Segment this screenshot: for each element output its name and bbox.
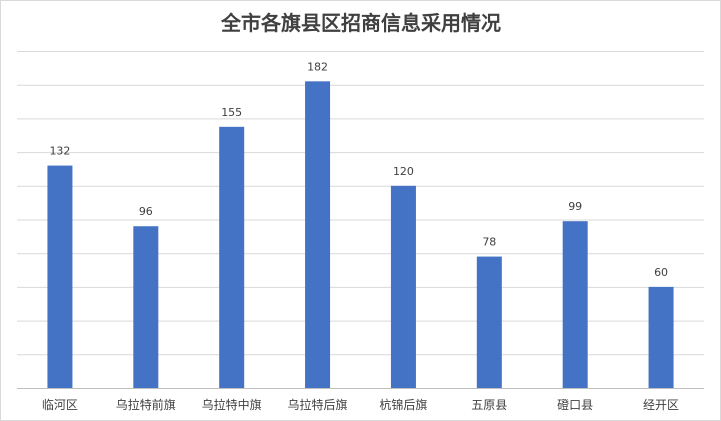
- bar: [390, 185, 416, 388]
- category-label: 乌拉特中旗: [202, 397, 262, 412]
- category-label: 磴口县: [557, 398, 593, 412]
- data-label: 155: [221, 106, 242, 119]
- category-labels: 临河区 乌拉特前旗 乌拉特中旗 乌拉特后旗 杭锦后旗 五原县 磴口县 经开区: [42, 397, 679, 412]
- bar: [47, 165, 73, 388]
- data-labels: 132 96 155 182 120 78 99 60: [49, 60, 668, 279]
- chart-title: 全市各旗县区招商信息采用情况: [220, 11, 501, 35]
- data-label: 182: [307, 60, 328, 73]
- bar: [133, 226, 159, 388]
- data-label: 78: [482, 236, 496, 249]
- category-label: 乌拉特前旗: [116, 397, 176, 412]
- category-label: 经开区: [643, 398, 679, 412]
- data-label: 132: [49, 145, 70, 158]
- bar: [476, 256, 502, 388]
- category-label: 五原县: [471, 398, 507, 412]
- category-label: 临河区: [42, 398, 78, 412]
- gridlines: [17, 51, 704, 356]
- bar: [648, 286, 674, 388]
- bar: [305, 81, 331, 388]
- data-label: 96: [139, 205, 153, 218]
- data-label: 99: [568, 200, 582, 213]
- data-label: 60: [654, 266, 668, 279]
- bars: [47, 81, 674, 388]
- bar: [219, 126, 245, 388]
- data-label: 120: [393, 165, 414, 178]
- category-label: 杭锦后旗: [379, 397, 427, 412]
- bar: [562, 221, 588, 388]
- category-label: 乌拉特后旗: [288, 397, 348, 412]
